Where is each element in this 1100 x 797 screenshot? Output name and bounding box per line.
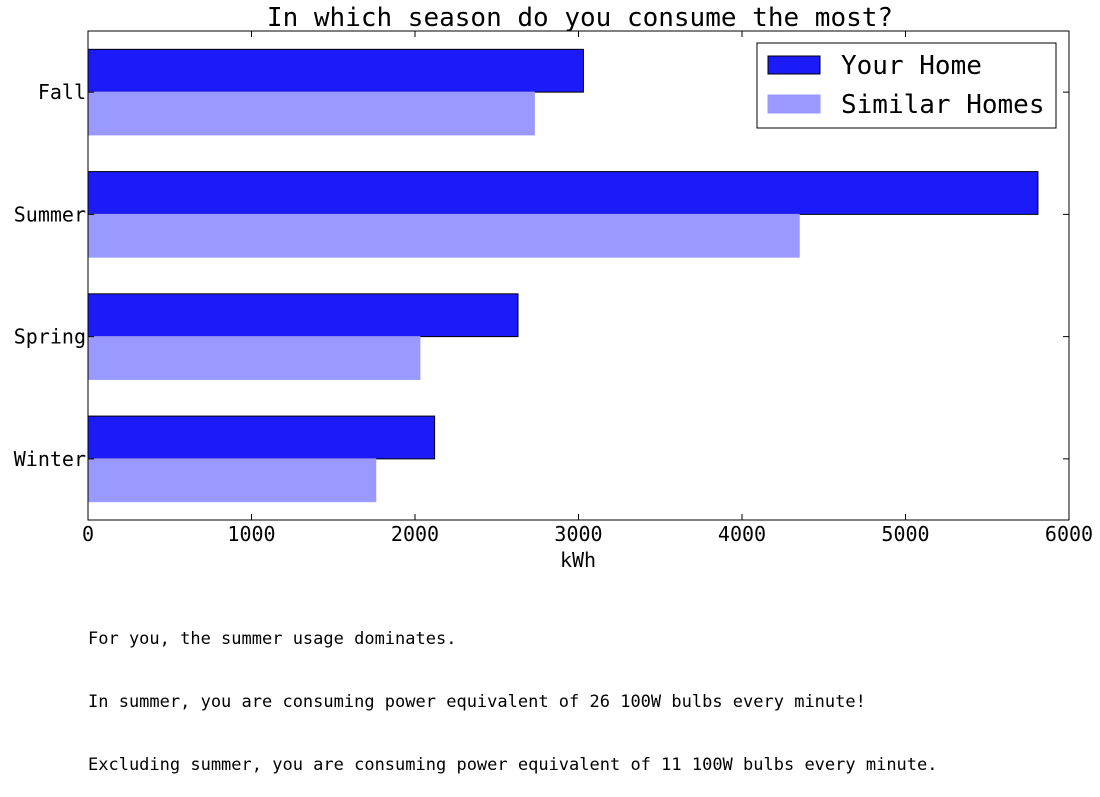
bar-similar-homes-winter <box>87 458 377 503</box>
legend-swatch-your-home <box>767 55 821 75</box>
bar-similar-homes-summer <box>87 213 800 258</box>
x-tick-label: 5000 <box>881 522 929 546</box>
x-tick-label: 6000 <box>1045 522 1093 546</box>
bar-your-home-winter <box>87 415 436 460</box>
x-axis-label: kWh <box>560 548 596 572</box>
y-tick-label-fall: Fall <box>38 80 86 104</box>
bar-your-home-spring <box>87 293 519 338</box>
y-tick-label-winter: Winter <box>14 447 86 471</box>
x-tick-label: 3000 <box>554 522 602 546</box>
x-tick-label: 0 <box>82 522 94 546</box>
bar-similar-homes-fall <box>87 91 535 136</box>
summary-line: In summer, you are consuming power equiv… <box>88 692 866 712</box>
legend-label-similar-homes: Similar Homes <box>841 90 1045 120</box>
y-tick-label-spring: Spring <box>14 325 86 349</box>
y-tick-label-summer: Summer <box>14 202 86 226</box>
chart-title: In which season do you consume the most? <box>267 3 893 33</box>
summary-notes: For you, the summer usage dominates. In … <box>88 587 938 797</box>
bar-chart: In which season do you consume the most?… <box>14 3 1093 572</box>
legend-swatch-similar-homes <box>767 94 821 114</box>
bar-your-home-fall <box>87 48 584 93</box>
x-tick-label: 4000 <box>718 522 766 546</box>
bar-your-home-summer <box>87 171 1039 215</box>
x-tick-label: 2000 <box>391 522 439 546</box>
x-axis: 0 1000 2000 3000 4000 5000 6000 <box>82 31 1093 546</box>
bar-similar-homes-spring <box>87 336 421 380</box>
x-tick-label: 1000 <box>227 522 275 546</box>
summary-line: For you, the summer usage dominates. <box>88 629 457 649</box>
bars-group <box>87 48 1039 503</box>
legend: Your Home Similar Homes <box>756 42 1057 129</box>
summary-line: Excluding summer, you are consuming powe… <box>88 755 938 775</box>
y-axis: Fall Summer Spring Winter <box>14 80 1069 471</box>
legend-label-your-home: Your Home <box>841 51 982 81</box>
